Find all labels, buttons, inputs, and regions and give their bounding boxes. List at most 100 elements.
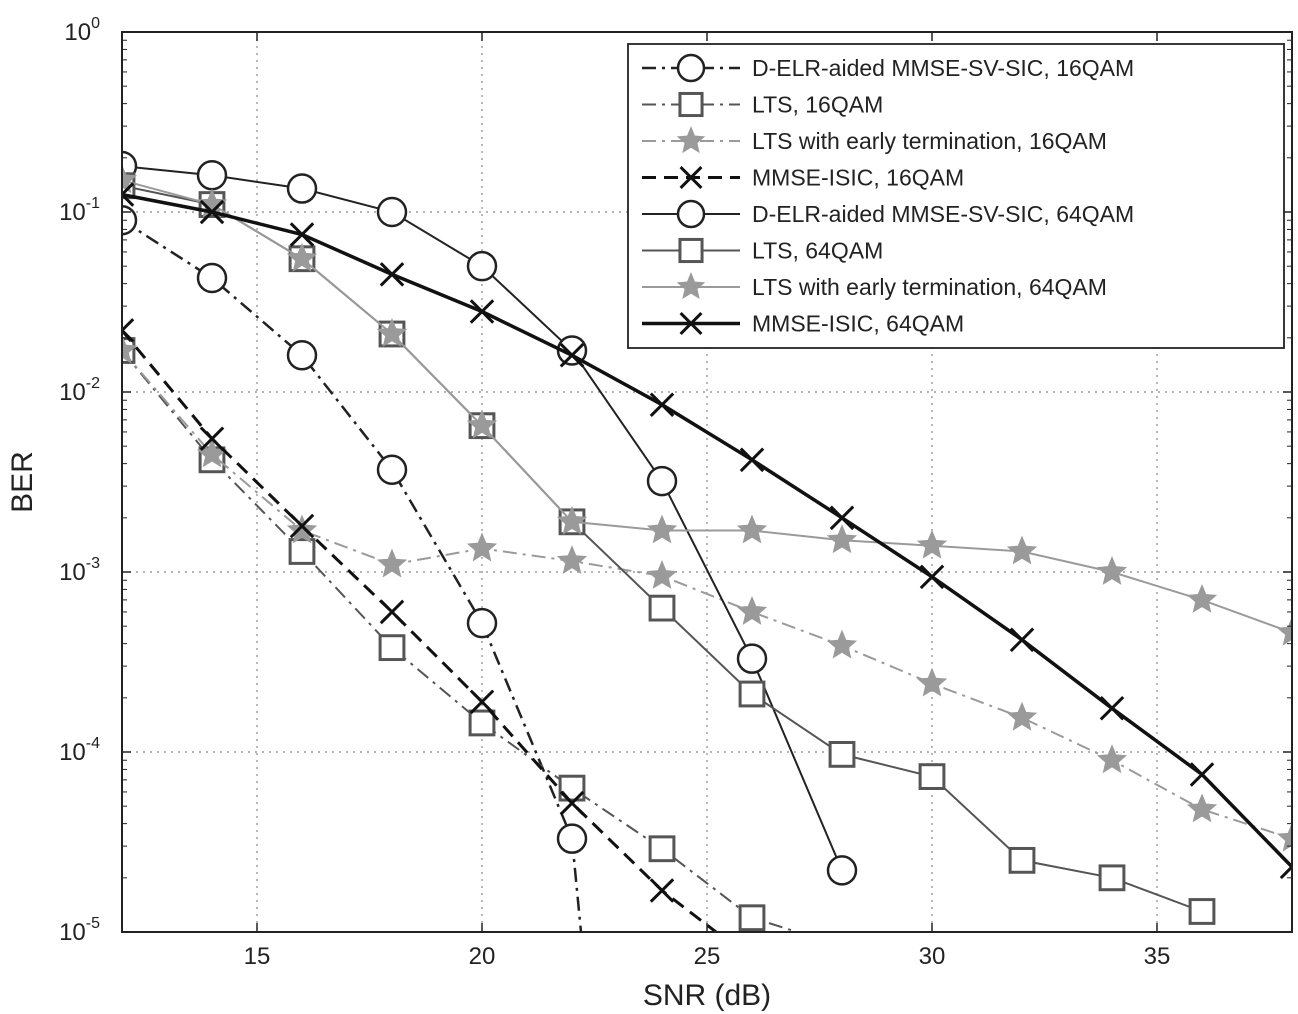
data-point-circle — [676, 199, 706, 229]
series-line — [122, 179, 1292, 634]
data-point-star — [1096, 556, 1128, 585]
legend-item: LTS with early termination, 64QAM — [642, 272, 1107, 300]
legend-item: LTS with early termination, 16QAM — [642, 126, 1107, 154]
data-point-star — [646, 560, 678, 589]
legend-item: LTS, 64QAM — [642, 238, 883, 264]
data-point-star — [466, 409, 498, 439]
data-point-star — [1276, 616, 1292, 646]
data-point-square — [678, 237, 704, 264]
y-tick-label: 100 — [64, 15, 100, 46]
data-point-star — [376, 548, 408, 578]
data-point-star — [1186, 583, 1218, 613]
data-point-circle — [676, 53, 706, 83]
data-point-x — [1099, 695, 1125, 721]
series-3 — [122, 334, 1292, 852]
data-point-square — [558, 774, 586, 802]
data-point-star — [826, 524, 858, 554]
data-point-square — [288, 538, 316, 565]
data-point-square — [378, 634, 406, 662]
legend-label: D-ELR-aided MMSE-SV-SIC, 16QAM — [752, 55, 1134, 81]
data-point-square — [738, 904, 766, 932]
data-point-star — [1276, 822, 1292, 852]
data-point-star — [466, 532, 498, 562]
data-point-square — [648, 594, 676, 622]
data-point-x — [919, 564, 945, 590]
data-point-square — [1008, 846, 1036, 874]
legend-label: LTS with early termination, 64QAM — [752, 274, 1107, 300]
x-tick-label: 20 — [469, 943, 496, 970]
legend-item: LTS, 16QAM — [642, 92, 883, 118]
data-point-circle — [376, 454, 408, 485]
data-point-square — [678, 91, 704, 118]
data-point-x — [199, 426, 225, 451]
data-point-square — [738, 680, 766, 708]
data-point-circle — [466, 607, 498, 639]
data-point-square — [648, 835, 676, 863]
y-tick-label: 10-2 — [59, 375, 100, 406]
data-point-x — [559, 790, 585, 816]
data-point-star — [1006, 701, 1038, 731]
legend-box — [627, 43, 1285, 349]
y-tick-label: 10-4 — [59, 735, 100, 766]
data-point-star — [916, 529, 948, 559]
data-point-square — [1188, 898, 1216, 925]
legend-label: LTS, 64QAM — [752, 238, 883, 264]
data-point-circle — [826, 855, 858, 886]
data-point-star — [1006, 535, 1038, 565]
data-point-x — [1279, 854, 1292, 880]
data-point-x — [649, 878, 675, 903]
data-point-star — [736, 595, 768, 625]
data-point-star — [556, 505, 588, 535]
y-tick-label: 10-1 — [59, 195, 100, 226]
data-point-star — [1096, 744, 1128, 774]
legend: D-ELR-aided MMSE-SV-SIC, 16QAM LTS, 16QAM… — [627, 43, 1285, 349]
y-tick-label: 10-5 — [59, 915, 100, 946]
data-point-circle — [196, 262, 228, 294]
y-tick-label: 10-3 — [59, 555, 100, 586]
series-1 — [122, 204, 588, 932]
legend-label: LTS with early termination, 16QAM — [752, 128, 1107, 154]
legend-item: MMSE-ISIC, 16QAM — [642, 165, 964, 191]
data-point-x — [559, 342, 585, 368]
data-point-square — [828, 740, 856, 768]
legend-label: LTS, 16QAM — [752, 92, 883, 118]
series-2 — [122, 337, 798, 932]
axis-ticks: 15 20 25 30 35 10-5 10-4 10-3 10-2 10-1 100 — [59, 15, 1292, 970]
legend-label: MMSE-ISIC, 16QAM — [752, 165, 964, 191]
data-point-x — [679, 312, 703, 335]
x-tick-label: 30 — [919, 943, 946, 970]
legend-item: D-ELR-aided MMSE-SV-SIC, 64QAM — [642, 199, 1134, 229]
data-point-circle — [646, 465, 678, 497]
series-line — [122, 329, 717, 932]
data-point-x — [469, 299, 495, 324]
data-point-star — [556, 545, 588, 574]
data-point-x — [469, 689, 495, 715]
x-axis-label: SNR (dB) — [643, 979, 771, 1012]
data-point-star — [286, 514, 318, 544]
data-point-star — [122, 164, 138, 194]
x-tick-label: 35 — [1144, 943, 1171, 970]
x-tick-label: 25 — [694, 943, 721, 970]
data-point-star — [826, 629, 858, 659]
data-point-circle — [286, 340, 318, 371]
series-line — [122, 349, 798, 932]
data-point-circle — [736, 643, 768, 674]
series-4 — [122, 318, 717, 932]
data-point-circle — [556, 823, 588, 854]
data-point-square — [918, 763, 946, 791]
data-point-x — [289, 513, 315, 539]
legend-label: MMSE-ISIC, 64QAM — [752, 311, 964, 337]
data-point-x — [679, 166, 703, 189]
data-point-star — [646, 514, 678, 544]
data-point-x — [289, 222, 315, 247]
legend-label: D-ELR-aided MMSE-SV-SIC, 64QAM — [752, 201, 1134, 227]
data-point-x — [379, 262, 405, 287]
data-point-x — [122, 182, 135, 207]
data-point-star — [676, 126, 706, 154]
data-point-x — [739, 447, 765, 473]
data-point-x — [649, 392, 675, 417]
x-tick-label: 15 — [244, 943, 271, 970]
data-point-x — [1009, 627, 1035, 653]
